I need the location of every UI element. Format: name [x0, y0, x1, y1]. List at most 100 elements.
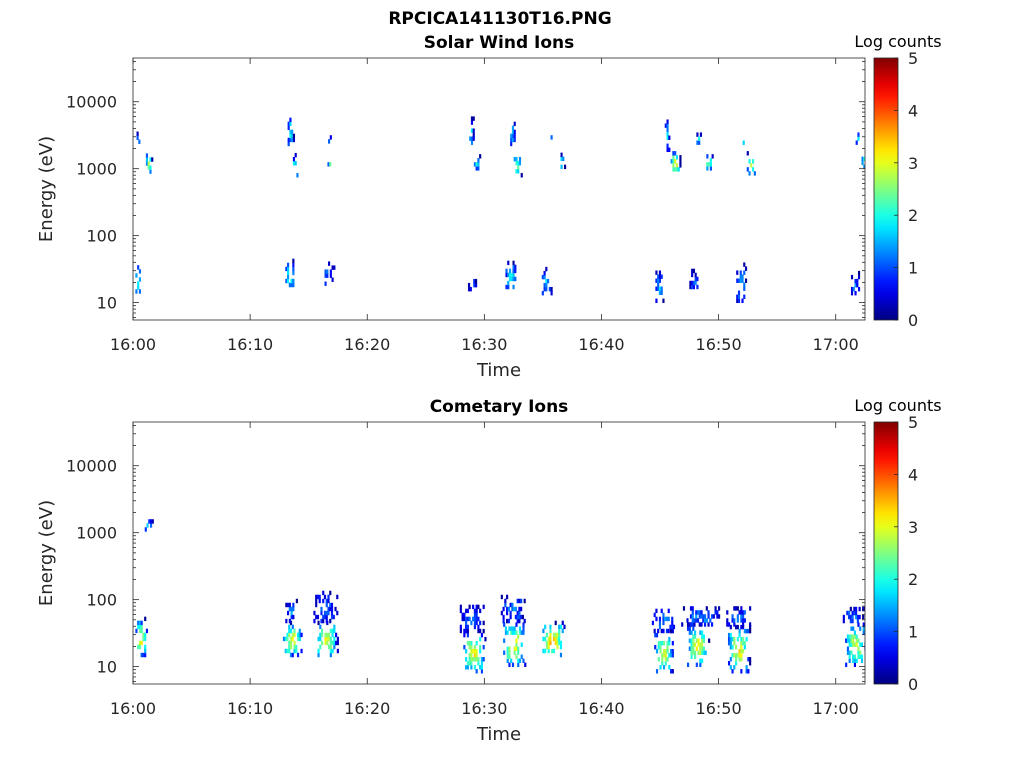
spectrogram-cell — [289, 117, 292, 123]
spectrogram-cell — [729, 636, 732, 642]
spectrogram-cell — [694, 642, 697, 647]
spectrogram-cluster — [144, 519, 154, 532]
spectrogram-cell — [694, 630, 697, 635]
spectrogram-cell — [707, 610, 710, 615]
spectrogram-cell — [468, 653, 471, 658]
spectrogram-cell — [737, 278, 741, 283]
spectrogram-cell — [472, 132, 475, 137]
spectrogram-cell — [655, 278, 658, 283]
spectrogram-cell — [554, 620, 557, 626]
spectrogram-cell — [470, 653, 473, 658]
spectrogram-cell — [848, 638, 851, 643]
spectrogram-cell — [856, 614, 859, 620]
spectrogram-cell — [691, 618, 694, 623]
spectrogram-cell — [477, 162, 480, 167]
spectrogram-cell — [691, 614, 694, 619]
spectrogram-cell — [463, 628, 466, 634]
spectrogram-cell — [731, 644, 734, 650]
spectrogram-cell — [666, 649, 669, 654]
spectrogram-cell — [320, 632, 324, 638]
spectrogram-cell — [662, 649, 666, 654]
spectrogram-cell — [675, 163, 679, 168]
spectrogram-cell — [671, 640, 674, 646]
spectrogram-cell — [695, 662, 698, 668]
spectrogram-cell — [323, 610, 327, 616]
spectrogram-cell — [743, 294, 746, 299]
spectrogram-cell — [329, 644, 332, 650]
spectrogram-cell — [857, 654, 860, 659]
spectrogram-cell — [470, 620, 473, 626]
spectrogram-cell — [313, 618, 316, 624]
spectrogram-cell — [672, 624, 676, 630]
spectrogram-cell — [727, 636, 731, 642]
spectrogram-cell — [736, 278, 739, 283]
spectrogram-cell — [746, 167, 749, 172]
spectrogram-cell — [473, 612, 476, 618]
spectrogram-cell — [287, 602, 290, 608]
spectrogram-cell — [470, 120, 474, 125]
spectrogram-cell — [845, 662, 848, 668]
spectrogram-cell — [735, 624, 738, 630]
spectrogram-cell — [477, 624, 480, 630]
spectrogram-cell — [702, 646, 705, 651]
spectrogram-cell — [138, 628, 142, 634]
spectrogram-cell — [848, 658, 851, 663]
spectrogram-cell — [691, 268, 694, 274]
spectrogram-cell — [691, 272, 694, 278]
spectrogram-cell — [509, 614, 512, 620]
spectrogram-cell — [751, 159, 755, 164]
spectrogram-cell — [475, 640, 478, 646]
spectrogram-cell — [856, 282, 859, 288]
spectrogram-cell — [550, 286, 553, 292]
spectrogram-cell — [315, 614, 318, 620]
spectrogram-cell — [853, 606, 856, 612]
spectrogram-cell — [333, 624, 336, 630]
spectrogram-cell — [317, 652, 320, 658]
spectrogram-cell — [852, 634, 855, 639]
spectrogram-cell — [318, 598, 321, 604]
x-tick-label: 16:50 — [696, 699, 742, 718]
spectrogram-cell — [294, 152, 297, 158]
spectrogram-cell — [749, 624, 752, 630]
spectrogram-cell — [503, 650, 506, 655]
spectrogram-cell — [504, 602, 507, 608]
spectrogram-cell — [559, 640, 563, 646]
spectrogram-cell — [861, 160, 864, 166]
spectrogram-cell — [545, 266, 548, 272]
spectrogram-cell — [504, 626, 508, 631]
spectrogram-cell — [473, 653, 476, 658]
spectrogram-cell — [702, 650, 705, 655]
spectrogram-cell — [735, 644, 738, 650]
spectrogram-cluster — [513, 156, 523, 178]
spectrogram-cell — [328, 632, 331, 638]
spectrogram-cell — [287, 125, 290, 131]
spectrogram-cell — [733, 653, 736, 658]
spectrogram-cell — [473, 162, 476, 167]
spectrogram-cell — [543, 282, 546, 288]
spectrogram-cell — [849, 614, 852, 620]
spectrogram-cell — [688, 646, 691, 651]
spectrogram-cell — [325, 614, 328, 620]
spectrogram-cell — [860, 658, 864, 663]
figure-title: RPCICA141130T16.PNG — [388, 9, 611, 29]
spectrogram-cell — [145, 157, 149, 162]
x-tick-label: 17:00 — [813, 335, 859, 354]
spectrogram-cell — [482, 620, 485, 626]
spectrogram-cell — [693, 618, 696, 623]
spectrogram-cell — [282, 636, 286, 642]
spectrogram-cell — [506, 654, 509, 659]
spectrogram-cell — [333, 644, 336, 650]
spectrogram-cell — [658, 616, 662, 622]
spectrogram-cell — [709, 166, 712, 171]
spectrogram-cell — [290, 282, 293, 288]
spectrogram-cell — [325, 598, 328, 604]
spectrogram-cell — [690, 642, 693, 647]
spectrogram-cell — [288, 644, 291, 650]
spectrogram-cell — [677, 167, 680, 172]
spectrogram-cluster — [706, 154, 714, 171]
spectrogram-cell — [560, 156, 563, 162]
spectrogram-cluster — [317, 620, 339, 658]
spectrogram-cell — [742, 618, 745, 623]
x-tick-label: 16:10 — [227, 335, 273, 354]
spectrogram-cell — [329, 636, 332, 642]
